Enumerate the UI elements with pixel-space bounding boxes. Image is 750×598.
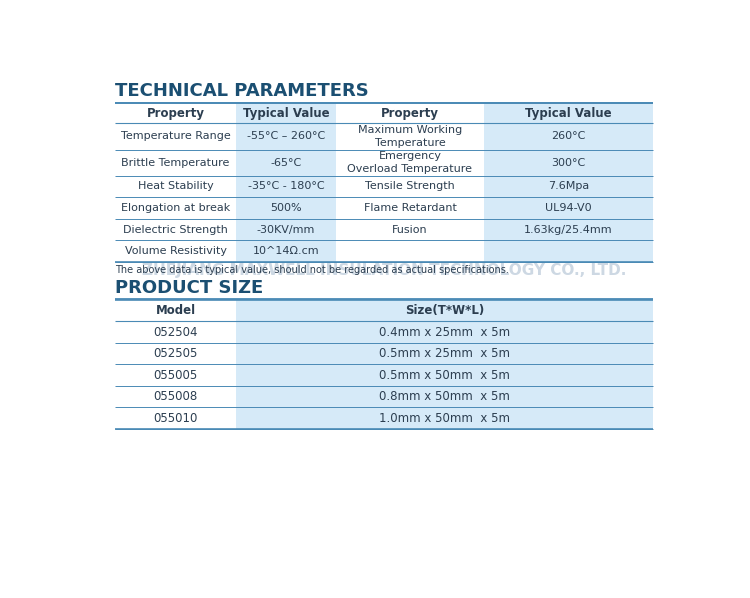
Bar — [336, 123, 484, 150]
Bar — [116, 407, 236, 429]
Bar — [116, 123, 236, 150]
Bar — [236, 407, 653, 429]
Bar — [484, 219, 653, 240]
Bar — [336, 103, 484, 123]
Text: 500%: 500% — [270, 203, 302, 213]
Bar — [336, 197, 484, 219]
Text: 7.6Mpa: 7.6Mpa — [548, 181, 589, 191]
Text: 052505: 052505 — [153, 347, 198, 360]
Bar — [336, 150, 484, 176]
Text: -30KV/mm: -30KV/mm — [256, 225, 315, 234]
Text: Flame Retardant: Flame Retardant — [364, 203, 457, 213]
Bar — [116, 103, 236, 123]
Text: 0.5mm x 50mm  x 5m: 0.5mm x 50mm x 5m — [379, 368, 510, 382]
Bar — [484, 240, 653, 262]
Bar — [484, 150, 653, 176]
Bar — [336, 176, 484, 197]
Bar — [116, 197, 236, 219]
Text: -55°C – 260°C: -55°C – 260°C — [247, 132, 325, 142]
Bar — [484, 176, 653, 197]
Text: 0.8mm x 50mm  x 5m: 0.8mm x 50mm x 5m — [379, 390, 510, 403]
Bar — [236, 343, 653, 364]
Bar — [484, 197, 653, 219]
Bar — [236, 321, 653, 343]
Bar — [116, 343, 236, 364]
Bar — [116, 219, 236, 240]
Bar — [116, 176, 236, 197]
Text: 1.0mm x 50mm  x 5m: 1.0mm x 50mm x 5m — [379, 412, 510, 425]
Text: UL94-V0: UL94-V0 — [545, 203, 592, 213]
Text: Dielectric Strength: Dielectric Strength — [123, 225, 228, 234]
Text: Fusion: Fusion — [392, 225, 427, 234]
Bar — [236, 386, 653, 407]
Bar — [336, 219, 484, 240]
Text: Heat Stability: Heat Stability — [138, 181, 214, 191]
Text: Tensile Strength: Tensile Strength — [365, 181, 454, 191]
Text: Size(T*W*L): Size(T*W*L) — [405, 304, 484, 317]
Text: Typical Value: Typical Value — [243, 107, 329, 120]
Text: Model: Model — [155, 304, 196, 317]
Bar — [236, 219, 336, 240]
Bar — [116, 321, 236, 343]
Text: The above data is typical value, should not be regarded as actual specifications: The above data is typical value, should … — [116, 266, 509, 276]
Text: Maximum Working
Temperature: Maximum Working Temperature — [358, 125, 462, 148]
Text: Elongation at break: Elongation at break — [121, 203, 230, 213]
Text: -65°C: -65°C — [270, 158, 302, 167]
Text: ZHEJIANG MAXWELL INSULATION TECHNOLOGY CO., LTD.: ZHEJIANG MAXWELL INSULATION TECHNOLOGY C… — [142, 263, 626, 278]
Text: Volume Resistivity: Volume Resistivity — [124, 246, 226, 256]
Bar — [236, 240, 336, 262]
Bar — [116, 300, 236, 321]
Bar — [484, 103, 653, 123]
Bar — [116, 364, 236, 386]
Text: 055010: 055010 — [153, 412, 198, 425]
Text: Emergency
Overload Temperature: Emergency Overload Temperature — [347, 151, 472, 174]
Text: Property: Property — [146, 107, 205, 120]
Text: 055005: 055005 — [154, 368, 198, 382]
Bar — [236, 103, 336, 123]
Text: PRODUCT SIZE: PRODUCT SIZE — [116, 279, 264, 297]
Text: 0.5mm x 25mm  x 5m: 0.5mm x 25mm x 5m — [379, 347, 510, 360]
Text: Typical Value: Typical Value — [525, 107, 612, 120]
Bar — [336, 240, 484, 262]
Bar — [116, 386, 236, 407]
Text: TECHNICAL PARAMETERS: TECHNICAL PARAMETERS — [116, 82, 369, 100]
Text: -35°C - 180°C: -35°C - 180°C — [248, 181, 324, 191]
Bar — [236, 364, 653, 386]
Bar — [116, 150, 236, 176]
Text: Brittle Temperature: Brittle Temperature — [122, 158, 230, 167]
Bar — [116, 240, 236, 262]
Text: 300°C: 300°C — [551, 158, 586, 167]
Text: 0.4mm x 25mm  x 5m: 0.4mm x 25mm x 5m — [379, 325, 510, 338]
Text: 260°C: 260°C — [551, 132, 586, 142]
Bar — [236, 197, 336, 219]
Text: Temperature Range: Temperature Range — [121, 132, 230, 142]
Bar — [236, 123, 336, 150]
Text: Property: Property — [381, 107, 439, 120]
Text: 055008: 055008 — [154, 390, 198, 403]
Text: 052504: 052504 — [153, 325, 198, 338]
Bar — [236, 176, 336, 197]
Bar — [236, 150, 336, 176]
Text: 1.63kg/25.4mm: 1.63kg/25.4mm — [524, 225, 613, 234]
Text: 10^14Ω.cm: 10^14Ω.cm — [253, 246, 320, 256]
Bar — [484, 123, 653, 150]
Bar — [236, 300, 653, 321]
